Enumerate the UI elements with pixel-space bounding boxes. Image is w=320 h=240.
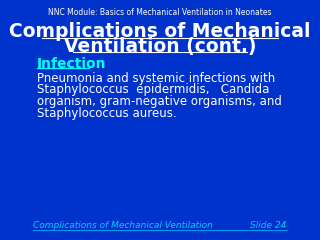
Text: organism, gram-negative organisms, and: organism, gram-negative organisms, and — [37, 95, 282, 108]
Text: Staphylococcus aureus.: Staphylococcus aureus. — [37, 107, 176, 120]
Text: Slide 24: Slide 24 — [250, 221, 287, 230]
Text: Infection: Infection — [37, 57, 106, 71]
Text: Pneumonia and systemic infections with: Pneumonia and systemic infections with — [37, 72, 275, 85]
Text: Staphylococcus  epidermidis,   Candida: Staphylococcus epidermidis, Candida — [37, 84, 269, 96]
Text: Complications of Mechanical Ventilation: Complications of Mechanical Ventilation — [33, 221, 213, 230]
Text: Complications of Mechanical: Complications of Mechanical — [9, 22, 311, 41]
Text: Ventilation (cont.): Ventilation (cont.) — [64, 37, 256, 56]
Text: NNC Module: Basics of Mechanical Ventilation in Neonates: NNC Module: Basics of Mechanical Ventila… — [48, 8, 272, 17]
